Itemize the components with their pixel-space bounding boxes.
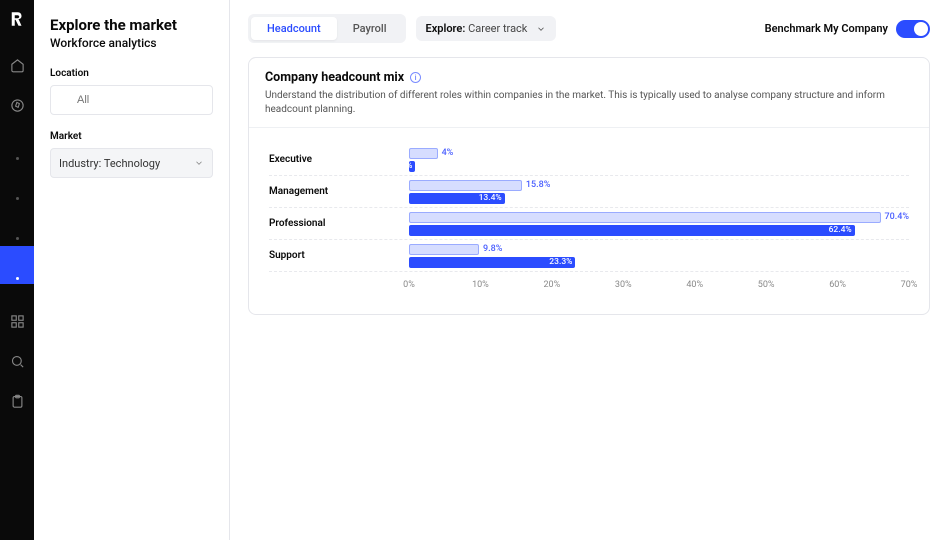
axis-tick: 70% xyxy=(901,280,918,290)
nav-item-5[interactable] xyxy=(0,206,34,244)
bars-area: 9.8% 23.3% xyxy=(409,240,909,271)
chart-row: Support 9.8% 23.3% xyxy=(269,240,909,272)
filter-sidebar: Explore the market Workforce analytics L… xyxy=(34,0,230,540)
market-value-label: 15.8% xyxy=(526,180,550,190)
company-value-label: 13.4% xyxy=(479,193,502,203)
axis-tick: 30% xyxy=(615,280,632,290)
category-label: Executive xyxy=(269,154,409,165)
company-value-label: 23.3% xyxy=(549,257,572,267)
market-label: Market xyxy=(50,131,213,142)
nav-grid[interactable] xyxy=(0,302,34,340)
explore-label: Explore: xyxy=(426,22,466,35)
category-label: Professional xyxy=(269,218,409,229)
axis-tick: 60% xyxy=(829,280,846,290)
info-icon[interactable]: i xyxy=(410,72,421,83)
bars-area: 15.8% 13.4% xyxy=(409,176,909,207)
nav-compass[interactable] xyxy=(0,86,34,124)
nav-rail xyxy=(0,0,34,540)
tab-segmented-control: Headcount Payroll xyxy=(248,14,406,43)
company-value-label: 62.4% xyxy=(829,225,852,235)
explore-value: Career track xyxy=(468,22,527,35)
category-label: Support xyxy=(269,250,409,261)
tab-headcount[interactable]: Headcount xyxy=(251,17,337,40)
nav-item-3[interactable] xyxy=(0,126,34,164)
axis-tick: 20% xyxy=(543,280,560,290)
headcount-chart: Executive 4% 0.9% Management 15.8% 13.4% Profe… xyxy=(269,144,909,294)
market-value: Industry: Technology xyxy=(59,157,160,170)
axis-tick: 10% xyxy=(472,280,489,290)
market-select[interactable]: Industry: Technology xyxy=(50,148,213,178)
chart-row: Executive 4% 0.9% xyxy=(269,144,909,176)
axis-tick: 0% xyxy=(403,280,415,290)
axis-tick: 50% xyxy=(758,280,775,290)
chart-row: Management 15.8% 13.4% xyxy=(269,176,909,208)
nav-search[interactable] xyxy=(0,342,34,380)
company-bar: 62.4% xyxy=(409,225,855,236)
main-content: Headcount Payroll Explore: Career track … xyxy=(230,0,948,540)
chart-row: Professional 70.4% 62.4% xyxy=(269,208,909,240)
page-subtitle: Workforce analytics xyxy=(50,36,213,50)
nav-home[interactable] xyxy=(0,46,34,84)
location-label: Location xyxy=(50,68,213,79)
chevron-down-icon xyxy=(194,158,204,168)
bars-area: 4% 0.9% xyxy=(409,144,909,175)
market-value-label: 4% xyxy=(442,148,454,158)
market-value-label: 9.8% xyxy=(483,244,502,254)
company-value-label: 0.9% xyxy=(394,161,412,171)
market-bar xyxy=(409,244,479,255)
app-logo xyxy=(8,8,26,30)
toolbar: Headcount Payroll Explore: Career track … xyxy=(248,14,930,43)
headcount-mix-card: Company headcount mix i Understand the d… xyxy=(248,57,930,315)
nav-item-4[interactable] xyxy=(0,166,34,204)
bars-area: 70.4% 62.4% xyxy=(409,208,909,239)
tab-payroll[interactable]: Payroll xyxy=(337,17,403,40)
category-label: Management xyxy=(269,186,409,197)
card-description: Understand the distribution of different… xyxy=(265,89,913,117)
benchmark-toggle[interactable] xyxy=(896,20,930,38)
chevron-down-icon xyxy=(536,24,546,34)
page-title: Explore the market xyxy=(50,16,213,34)
axis-tick: 40% xyxy=(686,280,703,290)
market-value-label: 70.4% xyxy=(885,212,909,222)
card-title: Company headcount mix xyxy=(265,70,404,85)
market-bar xyxy=(409,212,881,223)
nav-clipboard[interactable] xyxy=(0,382,34,420)
benchmark-toggle-group: Benchmark My Company xyxy=(765,20,930,38)
x-axis: 0%10%20%30%40%50%60%70% xyxy=(409,280,909,294)
company-bar: 23.3% xyxy=(409,257,575,268)
market-bar xyxy=(409,148,438,159)
explore-dropdown[interactable]: Explore: Career track xyxy=(416,16,556,41)
location-input[interactable] xyxy=(50,85,213,115)
company-bar: 0.9% xyxy=(409,161,415,172)
benchmark-label: Benchmark My Company xyxy=(765,22,888,35)
company-bar: 13.4% xyxy=(409,193,505,204)
market-bar xyxy=(409,180,522,191)
nav-item-active[interactable] xyxy=(0,246,34,284)
